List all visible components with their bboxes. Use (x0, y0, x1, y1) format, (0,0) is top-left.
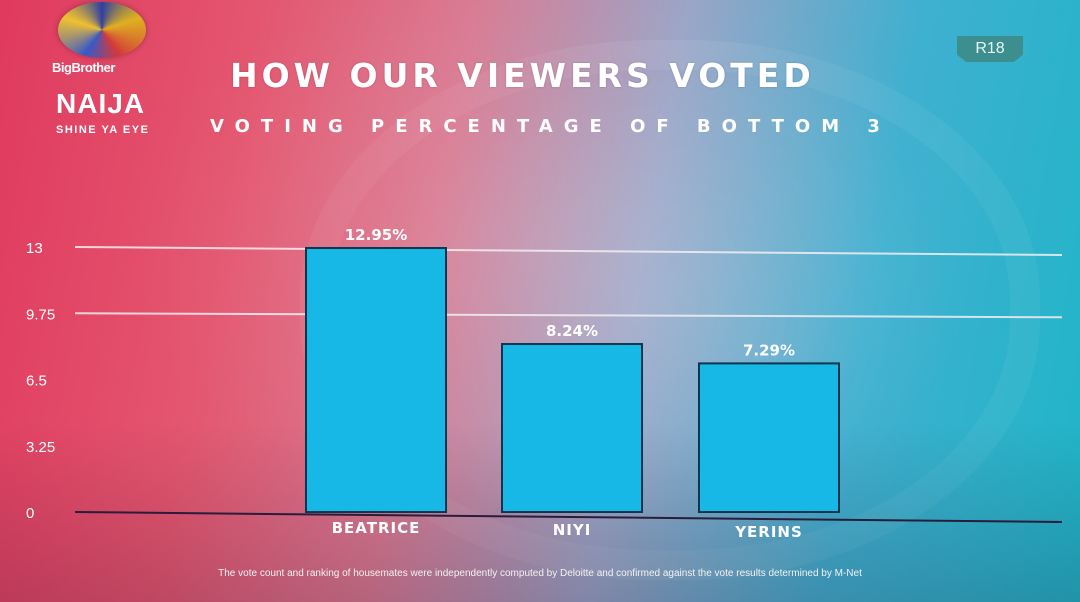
footnote: The vote count and ranking of housemates… (218, 568, 862, 579)
logo-tagline: SHINE YA EYE (56, 124, 150, 136)
bar (305, 247, 447, 513)
x-tick-label: BEATRICE (332, 519, 421, 537)
chart-subtitle: VOTING PERCENTAGE OF BOTTOM 3 (210, 116, 891, 137)
x-tick-label: YERINS (734, 523, 803, 541)
data-label: 12.95% (345, 226, 407, 244)
eye-logo-icon (58, 2, 146, 58)
data-label: 7.29% (743, 341, 795, 359)
gridline (74, 246, 1063, 256)
logo-main-text: NAIJA (56, 88, 146, 119)
rating-badge: R18 (957, 36, 1023, 62)
x-axis-line (74, 511, 1063, 523)
x-tick-label: NIYI (553, 521, 592, 539)
logo-top-text: BigBrother (52, 60, 115, 75)
y-tick-label: 6.5 (26, 373, 47, 390)
y-tick-label: 0 (26, 505, 34, 522)
gridline (74, 312, 1063, 319)
show-logo: BigBrother NAIJA SHINE YA EYE (50, 2, 170, 142)
y-tick-label: 13 (26, 240, 43, 257)
data-label: 8.24% (546, 322, 598, 340)
y-tick-label: 3.25 (26, 439, 55, 456)
bar (501, 343, 643, 513)
y-tick-label: 9.75 (26, 306, 55, 323)
chart-title: HOW OUR VIEWERS VOTED (230, 56, 815, 95)
bar (698, 362, 840, 513)
